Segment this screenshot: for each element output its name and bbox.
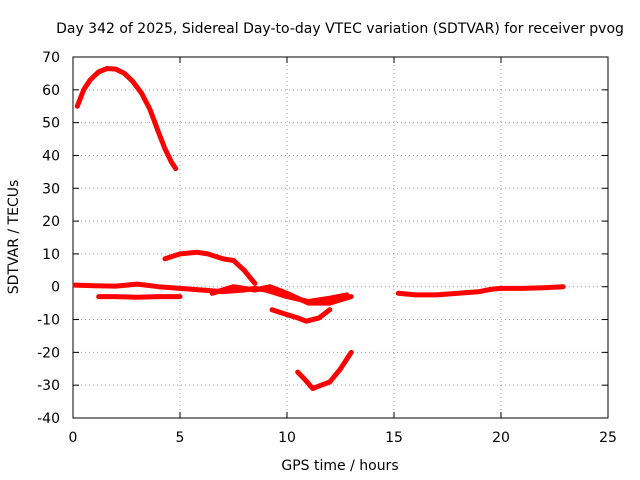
grid-lines [73, 57, 608, 418]
plot-frame [72, 56, 609, 419]
y-tick-label: -10 [37, 313, 60, 329]
data-series [72, 66, 566, 391]
y-tick-label: 30 [42, 181, 60, 197]
series-line-arc-4 [162, 249, 258, 286]
y-tick-label: 20 [42, 214, 60, 230]
y-tick-label: 70 [42, 50, 60, 66]
series-line-arc-3 [96, 294, 183, 300]
y-tick-label: 10 [42, 247, 60, 263]
x-tick-label: 15 [385, 430, 403, 446]
series-line-arc-1 [74, 66, 179, 172]
x-tick-label: 20 [492, 430, 510, 446]
x-tick-label: 0 [69, 430, 78, 446]
y-tick-label: 60 [42, 83, 60, 99]
y-tick-label: 50 [42, 116, 60, 132]
x-axis: 0 5 10 15 20 25 [69, 57, 617, 446]
x-tick-label: 5 [176, 430, 185, 446]
y-tick-label: 40 [42, 148, 60, 164]
x-axis-label: GPS time / hours [281, 458, 398, 474]
chart-title: Day 342 of 2025, Sidereal Day-to-day VTE… [56, 21, 624, 37]
y-tick-label: -30 [37, 378, 60, 394]
y-tick-label: -20 [37, 345, 60, 361]
x-tick-label: 25 [599, 430, 617, 446]
x-tick-label: 10 [278, 430, 296, 446]
series-line-arc-6 [269, 307, 333, 324]
series-line-arc-8 [395, 284, 566, 298]
y-tick-label: -40 [37, 411, 60, 427]
y-axis: -40 -30 -20 -10 0 10 20 30 40 50 60 70 [37, 50, 608, 427]
y-tick-label: 0 [51, 280, 60, 296]
series-line-arc-5 [209, 284, 354, 306]
series-line-arc-7 [295, 349, 354, 391]
y-axis-label: SDTVAR / TECUs [6, 180, 22, 295]
